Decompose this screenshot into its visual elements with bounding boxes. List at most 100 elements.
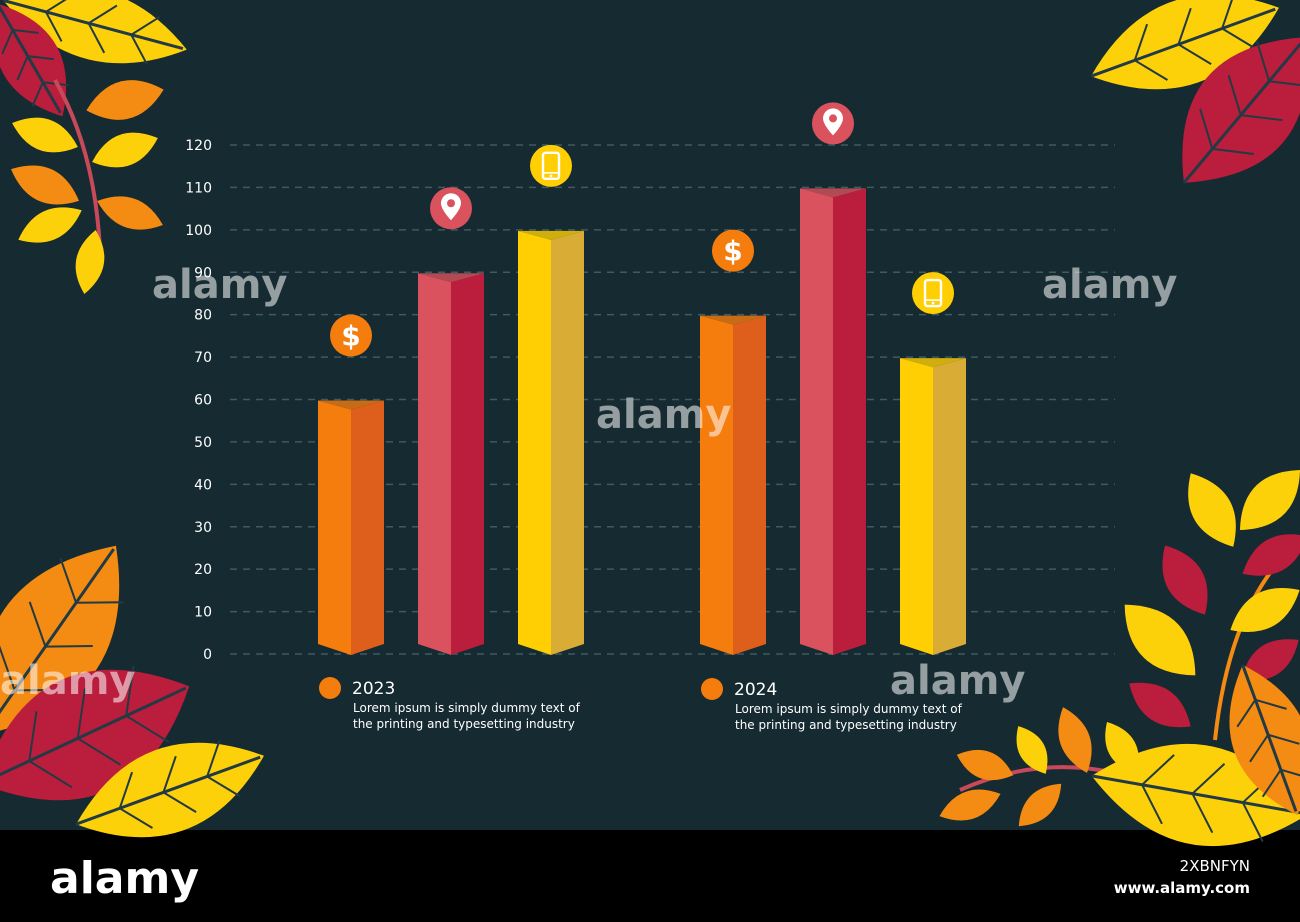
bar-face-right [551,230,584,656]
bar: $ [700,229,766,655]
leaf-vein [0,686,187,785]
y-tick-label: 50 [194,435,212,451]
bar-face-right [451,273,484,655]
leaf-blade [1058,707,1092,773]
leaf-vein [2,0,184,51]
bar [800,102,866,655]
leaf-vein [16,55,29,81]
leaf [2,0,187,65]
location-pin-icon [812,102,854,145]
footer-image-id: 2XBNFYN [1180,857,1250,875]
footer-logo: alamy [50,853,199,904]
y-tick-label: 80 [194,308,212,324]
leaf-vein [45,645,93,648]
leaf [1124,604,1196,676]
y-tick-label: 100 [185,223,212,239]
leaf-blade [86,80,164,120]
leaf-blade [75,229,105,295]
watermark: alamy [0,658,135,704]
phone-body [923,278,943,308]
leaf-vein [87,22,106,54]
icon-badge [712,229,754,272]
leaf-vein [1227,74,1242,116]
leaf [956,749,1014,781]
leaf-vein [206,775,241,798]
leaf-vein [1,29,14,55]
leaf-blade [1242,534,1300,576]
leaf-vein [1221,27,1256,50]
leaf [86,80,164,120]
y-tick-label: 60 [194,393,212,409]
leaf-vein [77,737,122,766]
leaf [11,165,79,205]
leaf-vein [1199,108,1214,150]
leaf-blade [18,207,82,243]
watermarks: alamy alamy alamy alamy alamy [0,262,1177,704]
bar-top [900,358,966,368]
leaf-vein [1134,59,1168,81]
bar [900,272,966,655]
bar-face-left [900,358,933,655]
leaf-vein [1090,7,1276,78]
bar-face-left [800,188,833,655]
watermark: alamy [152,262,287,308]
leaf-vein [1241,802,1264,843]
y-tick-label: 90 [194,265,212,281]
leaf [1230,588,1300,632]
leaf [75,739,264,838]
smartphone-icon [912,272,954,315]
leaf-vein [206,739,221,777]
leaf-blade [11,165,79,205]
leaf-vein [1236,699,1257,728]
leaf-vein [1191,793,1214,834]
leaf-vein [1177,43,1212,65]
leaf-vein [1255,698,1287,710]
leaf-vein [1269,80,1300,88]
leaf-vein [1267,733,1300,745]
legend-text-2024-line1: Lorem ipsum is simply dummy text of [735,702,963,716]
leaf-blade [1188,473,1236,547]
leaf-vein [45,0,75,13]
pin-hole [829,114,837,123]
leaf-vein [1221,0,1236,29]
leaf-vein [45,11,63,42]
chart-bars: $$ [318,102,966,656]
y-tick-label: 10 [194,605,212,621]
leaf [1129,682,1191,728]
leaf-vein [1241,664,1298,812]
leaf-vein [59,557,78,604]
leaf [1016,726,1048,774]
leaf-vein [88,4,118,25]
phone-button [549,174,553,178]
leaf-vein [0,548,115,736]
bar-face-right [733,315,766,655]
leaf [1229,664,1300,816]
legend-year-2023: 2023 [352,679,395,699]
leaf-vein [28,601,47,647]
leaf-vein [76,688,86,739]
leaf-vein [130,16,161,36]
decorative-leaves [0,0,1300,847]
legend-dot-2023 [319,677,341,699]
legend-year-2024: 2024 [734,680,777,700]
footer-bar [0,830,1300,922]
leaf-blade [939,789,1001,821]
leaf-blade [1239,469,1300,531]
chart-background [0,0,1300,830]
leaf-vein [1212,147,1254,155]
bar-face-right [351,400,384,655]
leaf-vein [1091,774,1300,815]
leaf-stem [53,79,102,251]
phone-body [541,151,561,181]
leaf-blade [1016,726,1048,774]
leaf-blade [1162,545,1208,615]
bar [418,187,484,655]
leaf-blade [956,749,1014,781]
leaf [1058,707,1092,773]
leaf-blade [12,117,78,153]
bar-face-left [318,400,351,655]
watermark: alamy [1042,262,1177,308]
leaf [1241,639,1299,681]
pin-hole [447,199,455,208]
leaf-vein [28,711,38,762]
